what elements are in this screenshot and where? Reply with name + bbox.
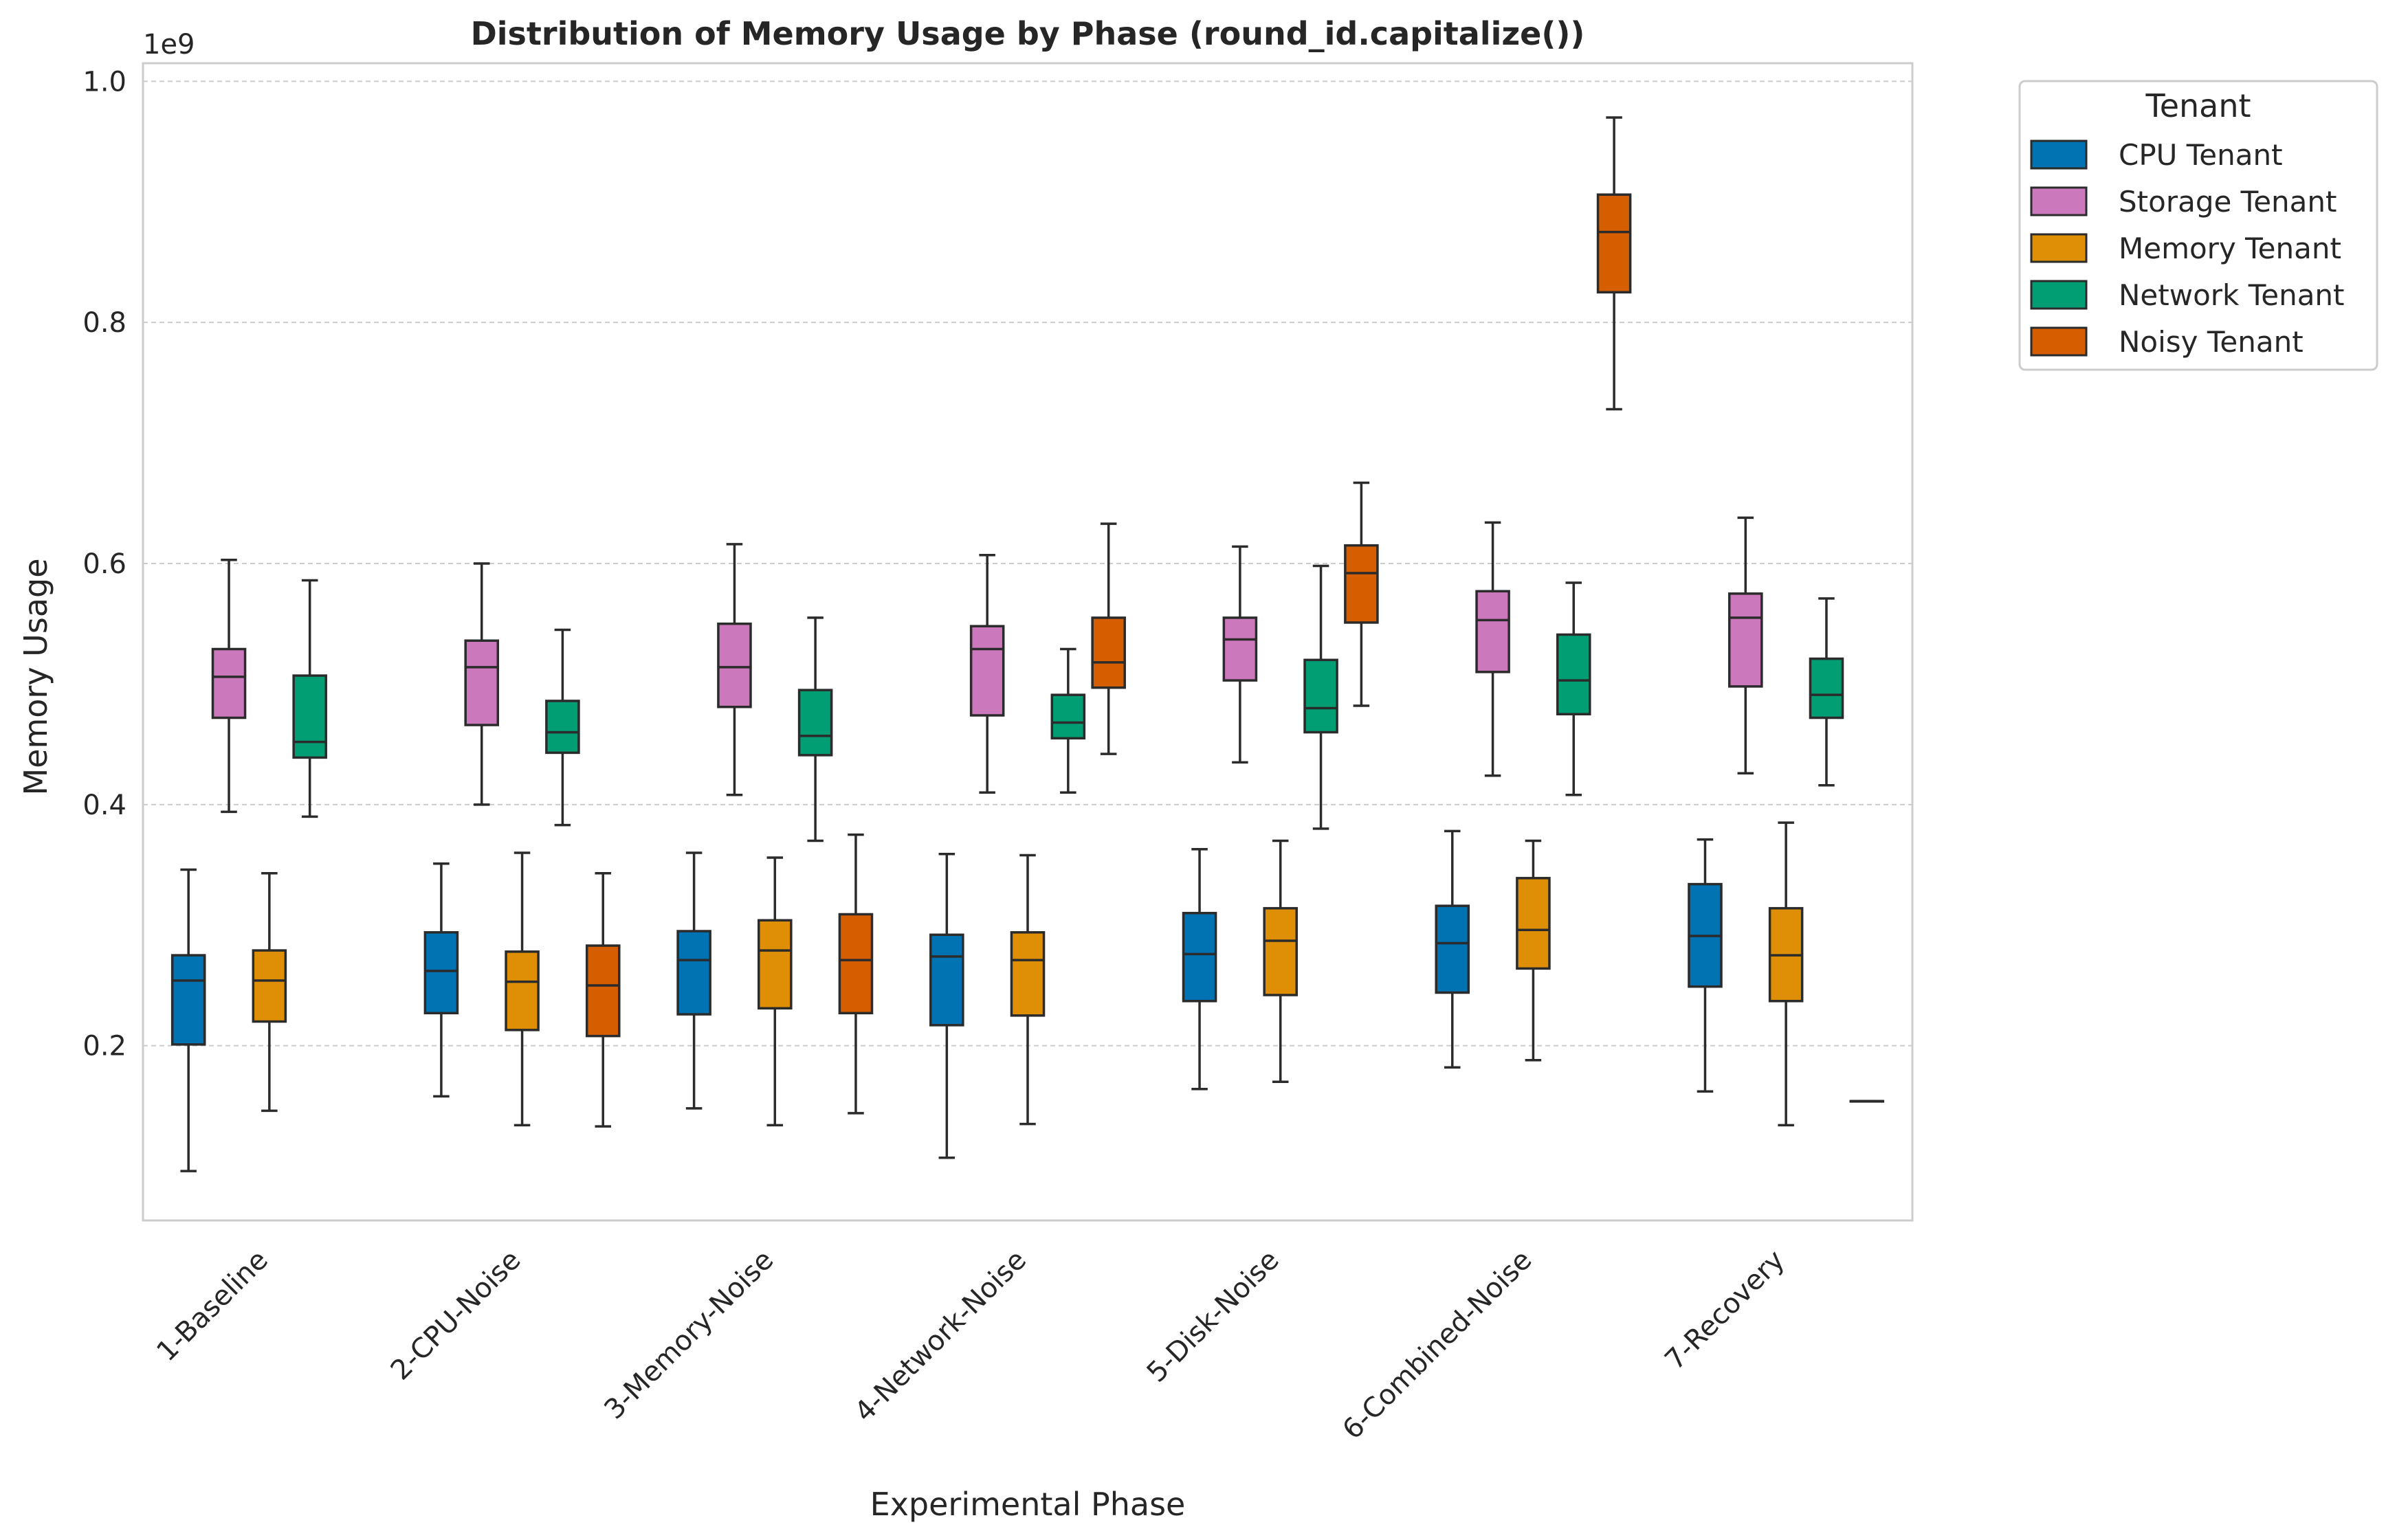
legend-item: Network Tenant: [2030, 278, 2345, 312]
box-cpu-tenant: [1688, 838, 1723, 1093]
y-tick-label: 0.2: [82, 1031, 126, 1062]
legend-label: Memory Tenant: [2119, 232, 2341, 265]
box-body: [838, 913, 874, 1015]
legend-item: Storage Tenant: [2030, 185, 2337, 219]
box-body: [292, 674, 327, 759]
plot-frame: [142, 62, 1914, 1222]
box-body: [170, 954, 206, 1046]
box-body: [585, 944, 621, 1038]
y-tick-label: 0.6: [82, 548, 126, 580]
box-noisy-tenant: [1849, 1100, 1885, 1103]
box-body: [1435, 904, 1470, 994]
box-storage-tenant: [1475, 521, 1510, 777]
box-storage-tenant: [969, 553, 1005, 794]
y-axis-label: Memory Usage: [17, 558, 54, 795]
chart-title: Distribution of Memory Usage by Phase (r…: [471, 15, 1585, 52]
box-cpu-tenant: [1182, 847, 1217, 1091]
legend-item: Noisy Tenant: [2030, 325, 2304, 359]
box-network-tenant: [1303, 564, 1338, 830]
box-network-tenant: [1809, 597, 1844, 787]
box-network-tenant: [797, 616, 833, 842]
box-body: [505, 950, 540, 1031]
box-memory-tenant: [1768, 821, 1804, 1127]
legend-frame: [2018, 80, 2378, 371]
box-storage-tenant: [1728, 516, 1763, 774]
legend-item: CPU Tenant: [2030, 138, 2283, 172]
box-memory-tenant: [1010, 853, 1046, 1126]
box-body: [252, 949, 287, 1023]
box-network-tenant: [545, 628, 580, 827]
legend-swatch: [2030, 186, 2088, 216]
box-body: [1728, 592, 1763, 688]
box-memory-tenant: [1516, 839, 1551, 1062]
box-memory-tenant: [1263, 839, 1298, 1084]
box-body: [1516, 877, 1551, 970]
box-body: [717, 622, 752, 708]
boxes: [170, 116, 1885, 1172]
y-axis-offset-label: 1e9: [143, 29, 195, 60]
box-body: [1222, 616, 1258, 682]
box-noisy-tenant: [1344, 481, 1379, 707]
box-body: [211, 647, 247, 719]
box-network-tenant: [292, 579, 327, 818]
legend-swatch: [2030, 140, 2088, 170]
box-body: [1263, 906, 1298, 996]
y-tick-label: 0.8: [82, 307, 126, 339]
box-body: [1475, 590, 1510, 673]
box-storage-tenant: [464, 562, 500, 806]
legend-title: Tenant: [2145, 87, 2251, 124]
box-body: [1091, 616, 1126, 689]
box-cpu-tenant: [1435, 829, 1470, 1069]
box-noisy-tenant: [585, 872, 621, 1128]
y-tick-label: 0.4: [82, 790, 126, 821]
box-body: [969, 625, 1005, 717]
box-body: [1010, 931, 1046, 1017]
legend-label: Noisy Tenant: [2119, 325, 2304, 359]
box-memory-tenant: [252, 872, 287, 1113]
box-body: [1182, 911, 1217, 1003]
box-cpu-tenant: [676, 851, 711, 1110]
box-noisy-tenant: [838, 833, 874, 1115]
box-body: [1303, 658, 1338, 734]
box-cpu-tenant: [170, 868, 206, 1172]
legend-swatch: [2030, 233, 2088, 263]
box-storage-tenant: [211, 558, 247, 814]
box-body: [929, 933, 964, 1027]
box-body: [676, 930, 711, 1016]
box-body: [1809, 657, 1844, 719]
box-network-tenant: [1556, 581, 1591, 796]
box-storage-tenant: [1222, 545, 1258, 764]
legend-label: Network Tenant: [2119, 278, 2345, 312]
legend-label: Storage Tenant: [2119, 185, 2337, 219]
box-cpu-tenant: [929, 852, 964, 1159]
box-memory-tenant: [758, 856, 793, 1127]
box-noisy-tenant: [1596, 116, 1632, 411]
box-body: [1596, 193, 1632, 294]
y-axis-ticks: 0.2 0.4 0.6 0.8 1.0: [82, 66, 126, 1062]
box-noisy-tenant: [1091, 522, 1126, 755]
box-memory-tenant: [505, 851, 540, 1127]
box-body: [464, 639, 500, 726]
box-body: [423, 931, 459, 1015]
box-body: [1556, 633, 1591, 715]
legend-items: CPU Tenant Storage Tenant Memory Tenant Net…: [2030, 138, 2345, 359]
box-storage-tenant: [717, 543, 752, 796]
x-axis-label: Experimental Phase: [870, 1486, 1186, 1523]
box-body: [1344, 544, 1379, 624]
box-body: [797, 689, 833, 757]
box-body: [545, 700, 580, 755]
legend: Tenant CPU Tenant Storage Tenant Memory Te…: [2018, 80, 2378, 371]
box-network-tenant: [1050, 647, 1086, 794]
legend-item: Memory Tenant: [2030, 232, 2341, 265]
legend-swatch: [2030, 326, 2088, 357]
legend-swatch: [2030, 280, 2088, 310]
legend-label: CPU Tenant: [2119, 138, 2283, 172]
y-tick-label: 1.0: [82, 66, 126, 98]
box-body: [1050, 693, 1086, 740]
box-body: [758, 919, 793, 1010]
box-cpu-tenant: [423, 862, 459, 1098]
